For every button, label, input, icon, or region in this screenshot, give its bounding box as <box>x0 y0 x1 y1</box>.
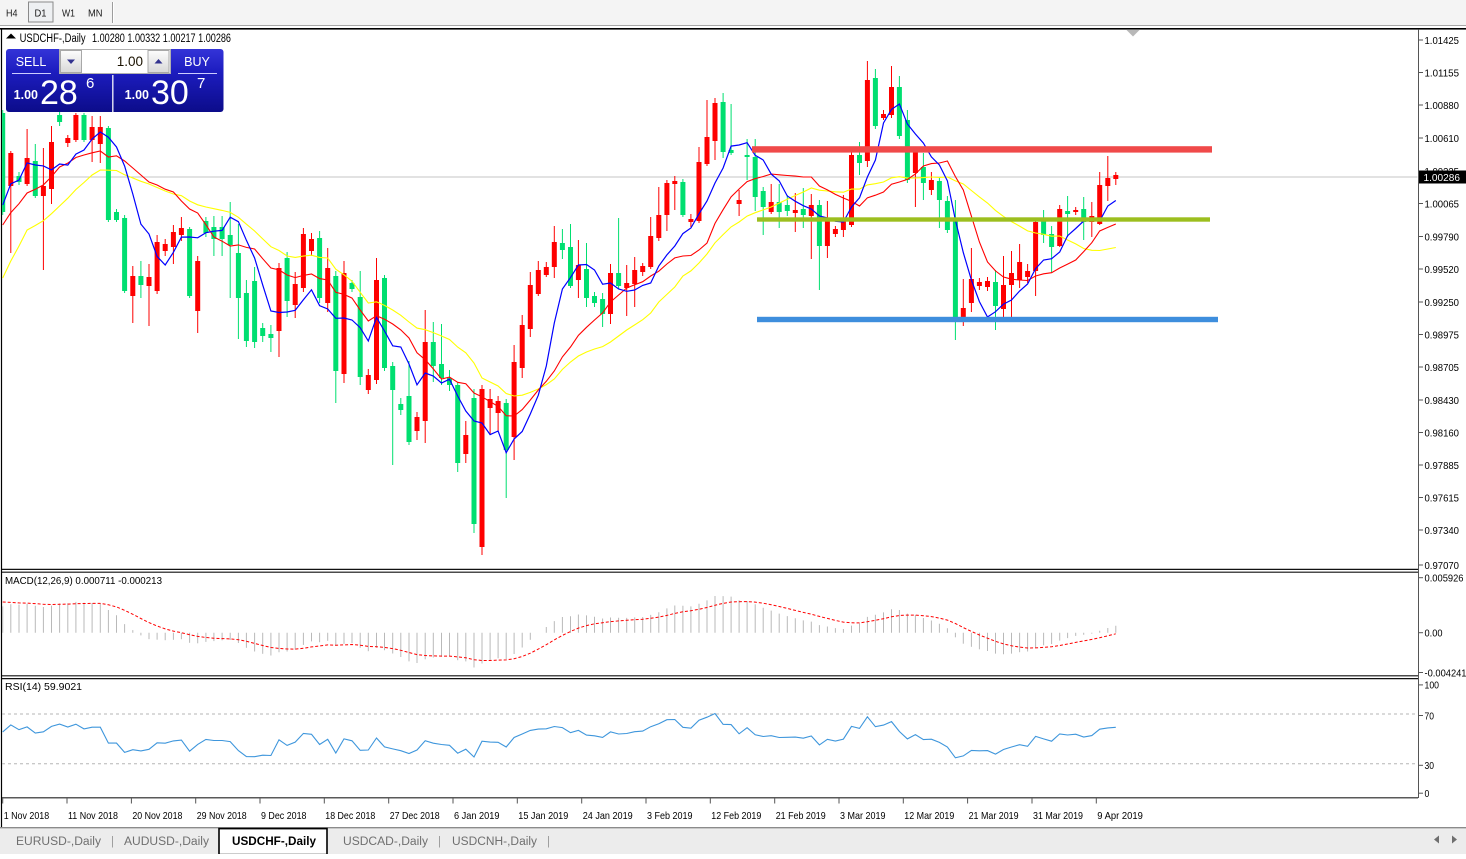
svg-text:1.00: 1.00 <box>14 88 38 102</box>
svg-text:1 Nov 2018: 1 Nov 2018 <box>4 810 50 822</box>
svg-text:1.01155: 1.01155 <box>1425 67 1460 79</box>
svg-text:H4: H4 <box>6 8 18 20</box>
svg-text:USDCHF-,Daily: USDCHF-,Daily <box>232 836 317 848</box>
svg-text:7: 7 <box>197 75 205 92</box>
svg-text:24 Jan 2019: 24 Jan 2019 <box>583 810 633 822</box>
svg-text:0.99520: 0.99520 <box>1425 264 1460 276</box>
svg-text:RSI(14) 59.9021: RSI(14) 59.9021 <box>5 681 82 693</box>
svg-text:9 Apr 2019: 9 Apr 2019 <box>1097 810 1143 822</box>
svg-text:0.98975: 0.98975 <box>1425 329 1460 341</box>
svg-text:USDCNH-,Daily: USDCNH-,Daily <box>452 836 537 848</box>
svg-text:1.00280 1.00332 1.00217 1.0028: 1.00280 1.00332 1.00217 1.00286 <box>92 33 231 45</box>
svg-text:3 Mar 2019: 3 Mar 2019 <box>840 810 886 822</box>
svg-text:70: 70 <box>1425 710 1435 722</box>
svg-text:0.99790: 0.99790 <box>1425 231 1460 243</box>
svg-text:28: 28 <box>40 74 78 112</box>
svg-text:-0.004241: -0.004241 <box>1425 667 1466 679</box>
svg-text:SELL: SELL <box>16 55 47 69</box>
svg-text:9 Dec 2018: 9 Dec 2018 <box>261 810 307 822</box>
svg-text:|: | <box>438 836 441 848</box>
svg-text:20 Nov 2018: 20 Nov 2018 <box>132 810 182 822</box>
svg-text:0.97070: 0.97070 <box>1425 560 1460 572</box>
svg-text:0.97615: 0.97615 <box>1425 492 1460 504</box>
svg-text:0.005926: 0.005926 <box>1425 573 1464 585</box>
svg-text:21 Mar 2019: 21 Mar 2019 <box>969 810 1019 822</box>
svg-text:1.00286: 1.00286 <box>1424 172 1461 184</box>
svg-text:0.98705: 0.98705 <box>1425 362 1460 374</box>
svg-text:100: 100 <box>1425 680 1440 692</box>
svg-text:0.97885: 0.97885 <box>1425 460 1460 472</box>
svg-text:1.00: 1.00 <box>117 54 143 69</box>
svg-text:0.99250: 0.99250 <box>1425 297 1460 309</box>
svg-text:30: 30 <box>151 74 189 112</box>
svg-text:21 Feb 2019: 21 Feb 2019 <box>776 810 826 822</box>
svg-text:0.97340: 0.97340 <box>1425 525 1460 537</box>
svg-text:27 Dec 2018: 27 Dec 2018 <box>390 810 440 822</box>
svg-text:USDCHF-,Daily: USDCHF-,Daily <box>20 33 86 45</box>
svg-text:0: 0 <box>1425 788 1430 800</box>
svg-text:0.98430: 0.98430 <box>1425 395 1460 407</box>
svg-text:1.00880: 1.00880 <box>1425 100 1460 112</box>
svg-text:15 Jan 2019: 15 Jan 2019 <box>518 810 568 822</box>
svg-text:1.00: 1.00 <box>125 88 149 102</box>
svg-text:AUDUSD-,Daily: AUDUSD-,Daily <box>124 836 209 848</box>
svg-text:USDCAD-,Daily: USDCAD-,Daily <box>343 836 428 848</box>
svg-text:|: | <box>547 836 550 848</box>
svg-text:EURUSD-,Daily: EURUSD-,Daily <box>16 836 101 848</box>
svg-text:BUY: BUY <box>184 55 210 69</box>
svg-text:31 Mar 2019: 31 Mar 2019 <box>1033 810 1083 822</box>
svg-text:18 Dec 2018: 18 Dec 2018 <box>325 810 375 822</box>
svg-text:12 Mar 2019: 12 Mar 2019 <box>904 810 954 822</box>
svg-text:1.01425: 1.01425 <box>1425 35 1460 47</box>
svg-text:11 Nov 2018: 11 Nov 2018 <box>68 810 118 822</box>
svg-text:30: 30 <box>1425 760 1435 772</box>
svg-text:W1: W1 <box>62 8 75 20</box>
svg-text:12 Feb 2019: 12 Feb 2019 <box>711 810 761 822</box>
svg-text:6 Jan 2019: 6 Jan 2019 <box>454 810 500 822</box>
svg-text:1.00065: 1.00065 <box>1425 198 1460 210</box>
svg-text:0.00: 0.00 <box>1425 628 1443 640</box>
svg-text:|: | <box>111 836 114 848</box>
svg-text:3 Feb 2019: 3 Feb 2019 <box>647 810 693 822</box>
svg-text:D1: D1 <box>35 8 47 20</box>
svg-text:1.00610: 1.00610 <box>1425 133 1460 145</box>
svg-text:0.98160: 0.98160 <box>1425 427 1460 439</box>
svg-text:6: 6 <box>86 75 94 92</box>
svg-text:MACD(12,26,9) 0.000711 -0.0002: MACD(12,26,9) 0.000711 -0.000213 <box>5 575 162 587</box>
svg-text:29 Nov 2018: 29 Nov 2018 <box>197 810 247 822</box>
svg-text:MN: MN <box>88 8 103 20</box>
